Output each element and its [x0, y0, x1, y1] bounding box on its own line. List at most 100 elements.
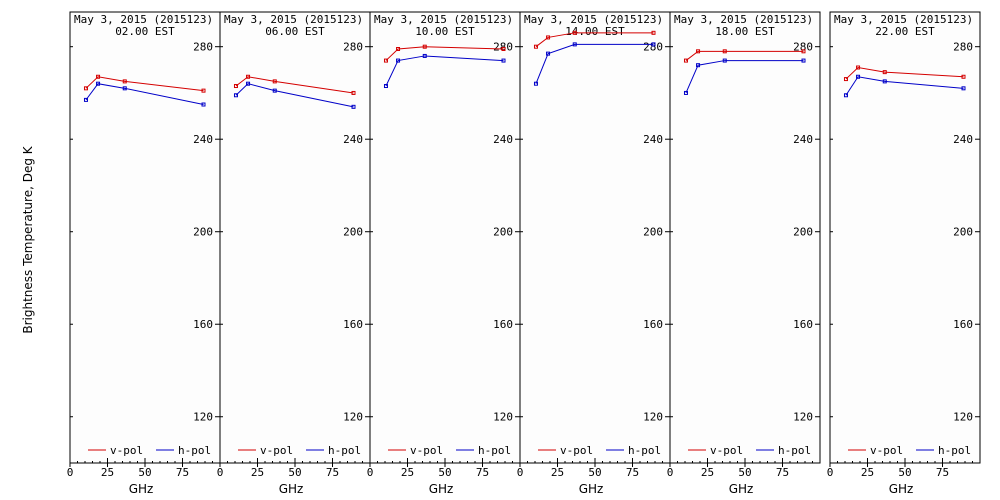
x-tick-label: 25	[551, 466, 564, 479]
x-tick-label: 75	[936, 466, 949, 479]
data-point-h-pol	[96, 81, 101, 86]
data-point-h-pol	[696, 63, 701, 68]
series-line-v-pol	[385, 46, 504, 61]
x-tick-label: 75	[626, 466, 639, 479]
data-point-v-pol	[96, 74, 101, 79]
data-point-h-pol	[122, 86, 127, 91]
data-point-h-pol	[272, 88, 277, 93]
legend-label-v-pol: v-pol	[710, 444, 743, 457]
panel-subtitle: 14.00 EST	[565, 25, 625, 38]
x-axis-label: GHz	[889, 482, 914, 496]
series-line-h-pol	[85, 83, 204, 106]
panel-title: May 3, 2015 (2015123)	[374, 13, 513, 26]
data-point-v-pol	[722, 49, 727, 54]
data-point-h-pol	[201, 102, 206, 107]
data-point-h-pol	[546, 51, 551, 56]
y-tick-label: 160	[193, 318, 213, 331]
data-point-v-pol	[546, 35, 551, 40]
x-tick-label: 50	[738, 466, 751, 479]
x-tick-label: 50	[138, 466, 151, 479]
x-axis-label: GHz	[579, 482, 604, 496]
panel-subtitle: 06.00 EST	[265, 25, 325, 38]
data-point-h-pol	[396, 58, 401, 63]
y-tick-label: 120	[493, 411, 513, 424]
panel-subtitle: 18.00 EST	[715, 25, 775, 38]
data-point-v-pol	[122, 79, 127, 84]
x-tick-label: 75	[776, 466, 789, 479]
y-tick-label: 240	[643, 133, 663, 146]
data-point-v-pol	[83, 86, 88, 91]
y-tick-label: 200	[193, 226, 213, 239]
x-tick-label: 0	[827, 466, 834, 479]
x-tick-label: 50	[588, 466, 601, 479]
data-point-h-pol	[233, 93, 238, 98]
chart-panel-6: May 3, 2015 (2015123)22.00 EST 120 160 200 2…	[827, 11, 981, 496]
y-tick-label: 200	[343, 226, 363, 239]
y-tick-label: 160	[793, 318, 813, 331]
x-tick-label: 0	[367, 466, 374, 479]
data-point-v-pol	[233, 84, 238, 89]
series-line-h-pol	[685, 60, 804, 94]
panel-title: May 3, 2015 (2015123)	[224, 13, 363, 26]
y-tick-label: 120	[643, 411, 663, 424]
y-tick-label: 160	[953, 318, 973, 331]
data-point-h-pol	[801, 58, 806, 63]
x-axis-label: GHz	[429, 482, 454, 496]
x-tick-label: 0	[517, 466, 524, 479]
y-tick-label: 240	[193, 133, 213, 146]
y-tick-label: 160	[343, 318, 363, 331]
data-point-v-pol	[801, 49, 806, 54]
series-line-v-pol	[685, 50, 804, 61]
y-tick-label: 160	[493, 318, 513, 331]
y-tick-label: 240	[793, 133, 813, 146]
data-point-h-pol	[501, 58, 506, 63]
legend-label-v-pol: v-pol	[260, 444, 293, 457]
x-tick-label: 25	[401, 466, 414, 479]
data-point-h-pol	[533, 81, 538, 86]
x-axis-label: GHz	[129, 482, 154, 496]
data-point-v-pol	[396, 47, 401, 52]
y-tick-label: 240	[343, 133, 363, 146]
data-point-h-pol	[83, 97, 88, 102]
data-point-v-pol	[272, 79, 277, 84]
data-point-h-pol	[246, 81, 251, 86]
y-tick-label: 280	[343, 41, 363, 54]
data-point-h-pol	[722, 58, 727, 63]
chart-panel-3: May 3, 2015 (2015123)10.00 EST 120 160 200 2…	[367, 11, 521, 496]
y-tick-label: 160	[643, 318, 663, 331]
legend-label-h-pol: h-pol	[778, 444, 811, 457]
data-point-h-pol	[882, 79, 887, 84]
y-tick-label: 200	[493, 226, 513, 239]
panel-title: May 3, 2015 (2015123)	[674, 13, 813, 26]
panel-subtitle: 22.00 EST	[875, 25, 935, 38]
series-line-h-pol	[385, 55, 504, 87]
y-tick-label: 280	[193, 41, 213, 54]
legend-label-v-pol: v-pol	[410, 444, 443, 457]
x-tick-label: 50	[288, 466, 301, 479]
data-point-h-pol	[843, 93, 848, 98]
panel-subtitle: 10.00 EST	[415, 25, 475, 38]
x-tick-label: 50	[438, 466, 451, 479]
data-point-h-pol	[572, 42, 577, 47]
x-tick-label: 75	[326, 466, 339, 479]
data-point-v-pol	[533, 44, 538, 49]
x-tick-label: 0	[667, 466, 674, 479]
series-line-h-pol	[235, 83, 354, 108]
y-tick-label: 120	[793, 411, 813, 424]
x-tick-label: 75	[476, 466, 489, 479]
x-tick-label: 75	[176, 466, 189, 479]
series-line-v-pol	[845, 66, 964, 80]
x-tick-label: 50	[898, 466, 911, 479]
data-point-v-pol	[201, 88, 206, 93]
chart-panel-5: May 3, 2015 (2015123)18.00 EST 120 160 200 2…	[667, 11, 821, 496]
data-point-h-pol	[856, 74, 861, 79]
y-tick-label: 280	[953, 41, 973, 54]
data-point-v-pol	[856, 65, 861, 70]
y-tick-label: 240	[953, 133, 973, 146]
y-axis-label: Brightness Temperature, Deg K	[21, 145, 35, 333]
plot-frame	[369, 11, 521, 464]
plot-frame	[669, 11, 821, 464]
x-tick-label: 0	[67, 466, 74, 479]
data-point-h-pol	[351, 104, 356, 109]
